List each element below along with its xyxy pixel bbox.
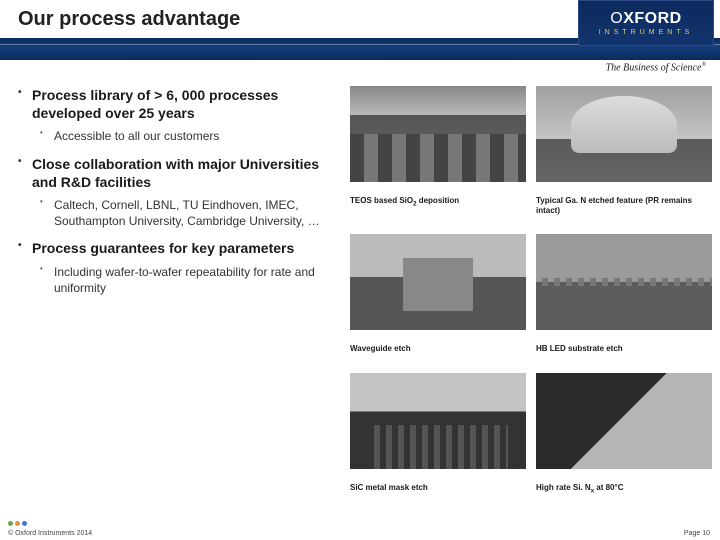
sub-bullet-item: Accessible to all our customers <box>32 128 344 144</box>
image-caption: Waveguide etch <box>350 342 526 370</box>
bullet-text: Close collaboration with major Universit… <box>32 156 319 190</box>
bullet-item: Process library of > 6, 000 processes de… <box>10 86 344 145</box>
image-caption: High rate Si. Nx at 80°C <box>536 481 712 512</box>
tagline: The Business of Science® <box>606 62 706 73</box>
sample-image <box>536 234 712 330</box>
sub-bullet-list: Caltech, Cornell, LBNL, TU Eindhoven, IM… <box>32 197 344 229</box>
image-caption: Typical Ga. N etched feature (PR remains… <box>536 194 712 232</box>
bullet-list: Process library of > 6, 000 processes de… <box>10 86 344 296</box>
footer-dots-icon <box>8 521 27 526</box>
page-number: Page 10 <box>684 530 710 537</box>
copyright: © Oxford Instruments 2014 <box>8 530 92 537</box>
image-caption: TEOS based SiO2 deposition <box>350 194 526 232</box>
image-caption: HB LED substrate etch <box>536 342 712 370</box>
sub-bullet-list: Including wafer-to-wafer repeatability f… <box>32 264 344 296</box>
header: Our process advantage OXFORD INSTRUMENTS <box>0 0 720 60</box>
content: Process library of > 6, 000 processes de… <box>0 86 720 512</box>
footer: © Oxford Instruments 2014 Page 10 <box>0 522 720 540</box>
sample-image <box>350 234 526 330</box>
logo: OXFORD INSTRUMENTS <box>578 0 714 46</box>
sub-bullet-item: Caltech, Cornell, LBNL, TU Eindhoven, IM… <box>32 197 344 229</box>
bullet-item: Process guarantees for key parameters Inc… <box>10 239 344 296</box>
logo-sub: INSTRUMENTS <box>599 29 694 36</box>
sample-image <box>350 86 526 182</box>
sample-image <box>350 373 526 469</box>
bullet-text: Process guarantees for key parameters <box>32 240 294 256</box>
logo-main: OXFORD <box>610 11 681 27</box>
slide-title: Our process advantage <box>18 8 240 31</box>
left-column: Process library of > 6, 000 processes de… <box>0 86 350 512</box>
sub-bullet-item: Including wafer-to-wafer repeatability f… <box>32 264 344 296</box>
image-grid: TEOS based SiO2 deposition Typical Ga. N … <box>350 86 720 512</box>
bullet-text: Process library of > 6, 000 processes de… <box>32 87 278 121</box>
sample-image <box>536 373 712 469</box>
bullet-item: Close collaboration with major Universit… <box>10 155 344 230</box>
image-caption: SiC metal mask etch <box>350 481 526 512</box>
sample-image <box>536 86 712 182</box>
sub-bullet-list: Accessible to all our customers <box>32 128 344 144</box>
